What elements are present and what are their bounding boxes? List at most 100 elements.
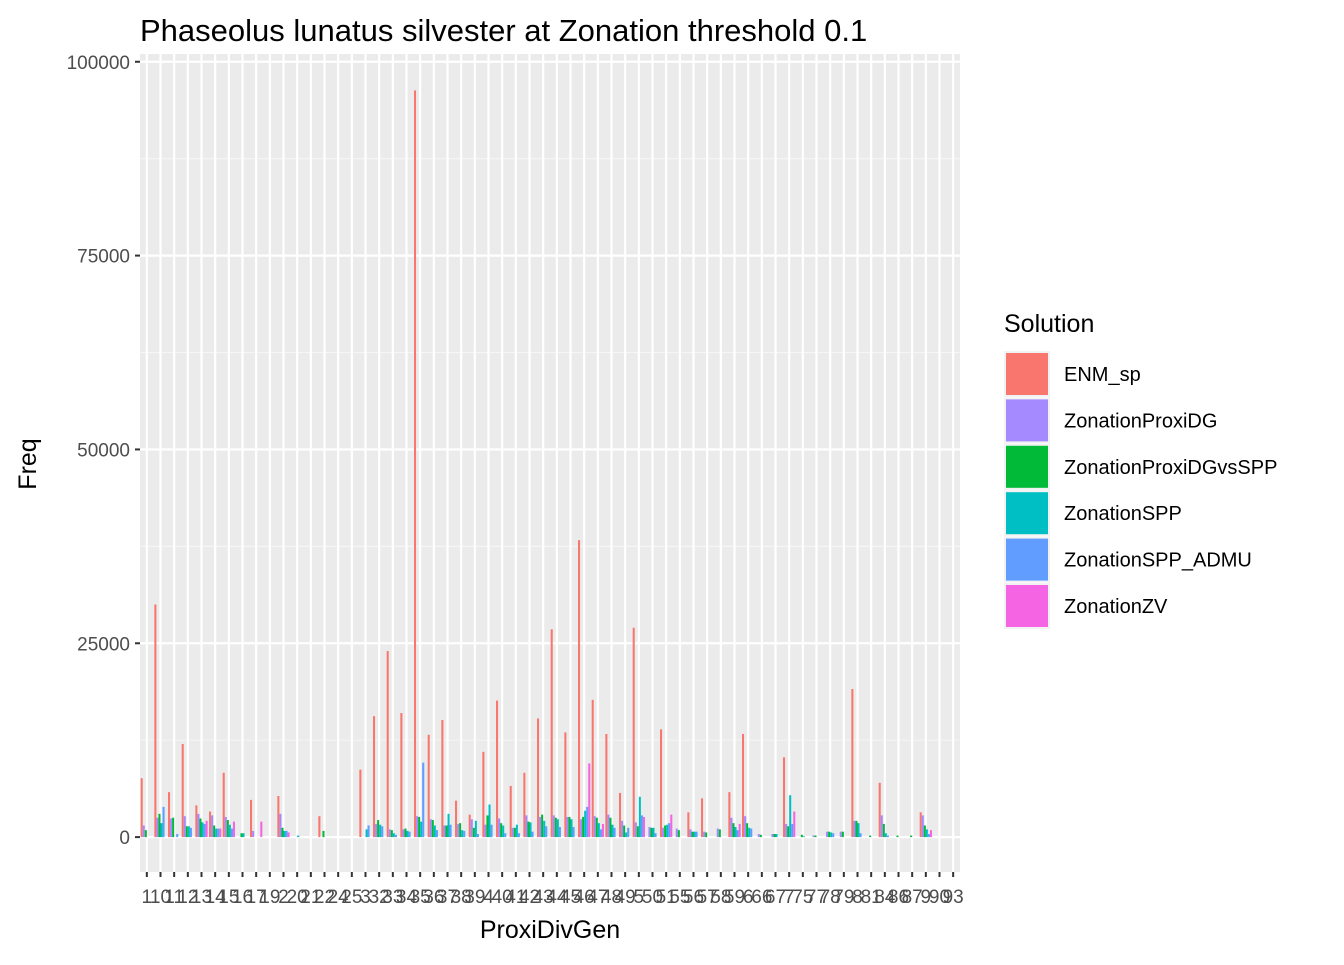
bar: [162, 806, 165, 838]
x-tick-label: 84: [874, 887, 896, 908]
bar: [841, 831, 844, 838]
bar: [195, 805, 198, 838]
bar: [476, 834, 479, 838]
bar: [224, 816, 227, 838]
bar: [701, 798, 704, 838]
bar: [392, 833, 395, 838]
x-tick-label: 5: [634, 887, 645, 908]
y-tick-label: 50000: [77, 440, 130, 461]
bar: [662, 827, 665, 838]
bar: [580, 819, 583, 838]
bar: [921, 815, 924, 838]
bar: [422, 762, 425, 838]
bar: [172, 817, 175, 838]
bar: [919, 812, 922, 838]
bar: [728, 792, 731, 838]
x-tick-label: 37: [437, 887, 458, 908]
x-tick-label: 75: [792, 887, 813, 908]
legend-swatch: [1006, 538, 1048, 581]
bar: [402, 829, 405, 838]
bar: [736, 830, 739, 838]
y-tick-label: 0: [119, 828, 130, 849]
bar: [474, 820, 477, 838]
bar: [545, 826, 548, 838]
x-tick-label: 39: [464, 887, 485, 908]
bar: [738, 823, 741, 838]
x-tick-label: 93: [943, 887, 964, 908]
bar: [144, 830, 147, 838]
bar: [377, 820, 380, 838]
bar: [591, 699, 594, 838]
x-tick-label: 41: [505, 887, 526, 908]
bar: [814, 835, 817, 838]
bar: [642, 816, 645, 838]
bar: [511, 827, 514, 838]
bar: [910, 835, 913, 838]
bar: [414, 90, 417, 838]
bar: [599, 829, 602, 838]
bar: [433, 825, 436, 838]
bar: [759, 834, 762, 838]
bar: [322, 830, 325, 838]
legend-label: ZonationZV: [1064, 596, 1168, 618]
y-tick-label: 100000: [67, 53, 130, 74]
bar: [523, 772, 526, 838]
x-tick-label: 58: [710, 887, 731, 908]
x-tick-label: 24: [328, 887, 350, 908]
bar: [386, 651, 389, 838]
bar: [775, 834, 778, 838]
bar: [513, 827, 516, 838]
x-tick-label: 9: [921, 887, 932, 908]
x-tick-label: 56: [683, 887, 704, 908]
bar: [677, 830, 680, 838]
bar: [640, 815, 643, 838]
x-tick-label: 38: [451, 887, 472, 908]
bar: [791, 823, 794, 838]
bar: [408, 831, 411, 838]
bar: [773, 834, 776, 838]
bar: [160, 823, 163, 838]
bar: [203, 823, 206, 838]
bar: [660, 729, 663, 838]
bar: [176, 834, 179, 838]
legend-label: ZonationSPP: [1064, 503, 1182, 525]
bar: [228, 824, 231, 838]
x-tick-label: 45: [560, 887, 581, 908]
bar: [502, 825, 505, 838]
bar: [595, 817, 598, 838]
bar: [750, 828, 753, 838]
bar: [404, 828, 407, 838]
legend-label: ENM_sp: [1064, 364, 1141, 386]
bar: [785, 823, 788, 838]
bar: [675, 828, 678, 838]
x-tick-label: 3: [360, 887, 371, 908]
bar: [517, 833, 520, 838]
bar: [509, 785, 512, 838]
bar: [388, 829, 391, 838]
x-tick-label: 2: [278, 887, 289, 908]
bar: [181, 744, 184, 838]
bar: [470, 819, 473, 838]
bar: [367, 825, 370, 838]
bar: [746, 823, 749, 838]
bar: [209, 811, 212, 838]
bar: [283, 830, 286, 838]
bar: [730, 817, 733, 838]
x-tick-label: 47: [587, 887, 608, 908]
bar: [632, 627, 635, 838]
bar: [650, 827, 653, 838]
x-tick-label: 22: [314, 887, 335, 908]
bar: [695, 831, 698, 838]
bar: [607, 814, 610, 838]
bar: [550, 629, 553, 838]
bar: [830, 832, 833, 838]
bar: [431, 820, 434, 838]
bar: [482, 751, 485, 838]
legend-label: ZonationProxiDG: [1064, 410, 1217, 432]
y-axis-label: Freq: [14, 438, 42, 489]
legend-title: Solution: [1004, 310, 1094, 338]
bar: [490, 824, 493, 838]
bar: [215, 828, 218, 838]
bar: [923, 825, 926, 838]
